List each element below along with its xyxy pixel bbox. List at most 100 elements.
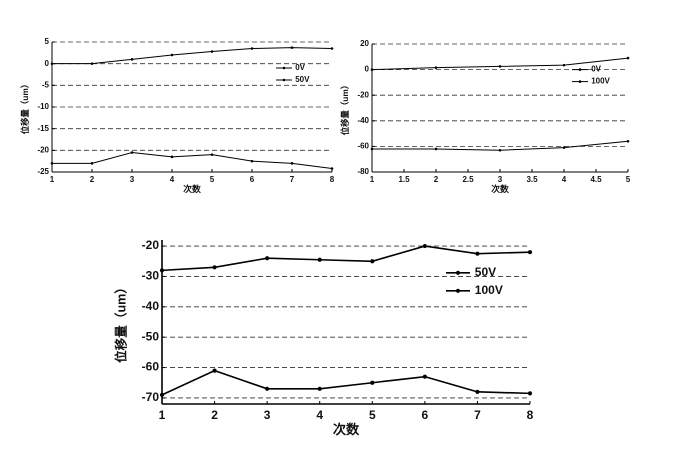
y-axis-label: 位移量（um） (114, 281, 129, 363)
y-tick-label: -10 (37, 102, 49, 111)
y-tick-label: -70 (142, 390, 160, 404)
series-line (371, 57, 629, 71)
legend-label: 50V (475, 265, 496, 279)
x-tick-label: 5 (210, 175, 215, 184)
point-marker (250, 159, 254, 163)
y-tick-label: 5 (45, 37, 50, 46)
y-tick-label: -40 (357, 116, 369, 125)
point-marker (370, 380, 375, 385)
x-tick-label: 4 (316, 408, 323, 422)
x-tick-label: 7 (290, 175, 295, 184)
point-marker (170, 155, 174, 159)
x-tick-label: 4 (170, 175, 175, 184)
legend-marker (578, 80, 582, 83)
y-tick-label: 20 (360, 39, 369, 48)
x-tick-label: 1.5 (398, 175, 410, 184)
x-tick-label: 3 (498, 175, 503, 184)
x-axis-label: 次数 (183, 183, 201, 194)
point-marker (475, 251, 480, 256)
point-marker (434, 66, 438, 69)
x-tick-label: 2.5 (462, 175, 474, 184)
x-axis-label: 次数 (333, 421, 360, 437)
x-tick-label: 1 (370, 175, 375, 184)
legend-marker (455, 288, 461, 293)
y-tick-label: -20 (142, 238, 160, 252)
y-tick-label: -60 (142, 360, 160, 374)
legend-label: 0V (295, 63, 305, 72)
x-tick-label: 4.5 (590, 175, 602, 184)
x-tick-label: 2 (90, 175, 95, 184)
legend-label: 50V (295, 75, 310, 84)
y-tick-label: -5 (42, 80, 50, 89)
x-tick-label: 6 (422, 408, 429, 422)
legend-marker (578, 68, 582, 71)
point-marker (422, 243, 427, 249)
x-tick-label: 3.5 (526, 175, 538, 184)
point-marker (290, 46, 294, 49)
y-tick-label: 0 (365, 65, 370, 74)
x-tick-label: 3 (130, 175, 135, 184)
point-marker (90, 62, 94, 65)
y-axis-label: 位移量（um） (20, 80, 30, 134)
point-marker (562, 146, 566, 149)
point-marker (250, 47, 254, 50)
point-marker (210, 153, 214, 156)
series-line (52, 151, 333, 170)
y-tick-label: -50 (142, 329, 160, 343)
legend-label: 100V (591, 77, 610, 86)
point-marker (210, 50, 214, 53)
point-marker (626, 56, 630, 60)
point-marker (50, 62, 54, 65)
x-tick-label: 3 (264, 408, 271, 422)
x-tick-label: 7 (474, 408, 481, 422)
point-marker (50, 162, 54, 165)
x-tick-label: 1 (159, 408, 166, 422)
x-tick-label: 8 (330, 175, 335, 184)
point-marker (422, 374, 427, 379)
series-line (161, 369, 531, 396)
series-line (372, 140, 629, 151)
point-marker (527, 391, 533, 396)
point-marker (562, 63, 566, 67)
point-marker (212, 368, 217, 373)
legend-label: 100V (475, 283, 503, 297)
point-marker (475, 389, 480, 394)
point-marker (498, 65, 502, 68)
point-marker (265, 386, 270, 391)
point-marker (130, 58, 134, 61)
y-tick-label: -15 (37, 124, 49, 133)
y-tick-label: -60 (357, 142, 369, 151)
x-tick-label: 8 (527, 408, 534, 422)
legend-marker (455, 270, 461, 275)
point-marker (434, 147, 438, 151)
x-tick-label: 4 (562, 175, 567, 184)
y-tick-label: -40 (142, 299, 160, 313)
series-line (161, 245, 531, 272)
x-tick-label: 1 (50, 175, 55, 184)
point-marker (330, 47, 334, 50)
y-tick-label: 0 (45, 59, 50, 68)
point-marker (370, 147, 374, 151)
y-tick-label: -20 (357, 90, 369, 99)
point-marker (317, 386, 322, 391)
point-marker (130, 151, 134, 154)
point-marker (330, 167, 334, 170)
point-marker (527, 250, 533, 255)
point-marker (290, 162, 294, 165)
y-axis-label: 位移量（um） (340, 81, 350, 135)
point-marker (159, 268, 165, 273)
point-marker (265, 256, 270, 261)
point-marker (626, 139, 630, 143)
point-marker (90, 162, 94, 165)
x-tick-label: 6 (250, 175, 255, 184)
x-axis-label: 次数 (491, 183, 509, 194)
point-marker (170, 53, 174, 57)
point-marker (212, 265, 217, 270)
x-tick-label: 5 (369, 408, 376, 422)
legend-marker (282, 66, 286, 70)
legend-marker (282, 78, 286, 82)
y-tick-label: -25 (37, 167, 49, 176)
point-marker (498, 148, 502, 152)
y-tick-label: -20 (37, 145, 49, 154)
